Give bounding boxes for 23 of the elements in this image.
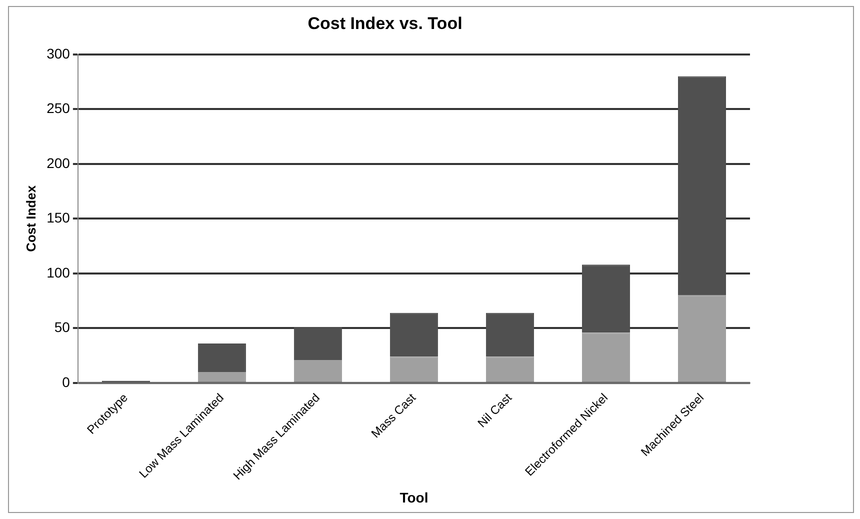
bar xyxy=(294,327,342,360)
y-tick-label: 150 xyxy=(46,210,70,226)
y-tick-label: 200 xyxy=(46,154,70,171)
bar xyxy=(390,356,438,382)
y-tick-label: 300 xyxy=(46,45,70,62)
y-tick-label: 250 xyxy=(46,100,70,116)
bar xyxy=(678,76,726,296)
x-axis-title: Tool xyxy=(400,489,428,506)
bar xyxy=(582,264,630,333)
bar xyxy=(582,332,630,382)
bar xyxy=(486,356,534,382)
x-tick-label: Nil Cast xyxy=(474,390,515,430)
y-tick-label: 0 xyxy=(62,374,70,390)
y-tick-label: 100 xyxy=(46,264,70,280)
bar xyxy=(390,312,438,357)
bar xyxy=(294,360,342,382)
bar xyxy=(678,295,726,382)
y-axis-title: Cost Index xyxy=(23,184,38,252)
bar xyxy=(486,312,534,357)
bar xyxy=(198,372,246,382)
bar xyxy=(198,344,246,372)
y-tick-label: 50 xyxy=(54,319,70,336)
chart-title: Cost Index vs. Tool xyxy=(308,14,462,33)
